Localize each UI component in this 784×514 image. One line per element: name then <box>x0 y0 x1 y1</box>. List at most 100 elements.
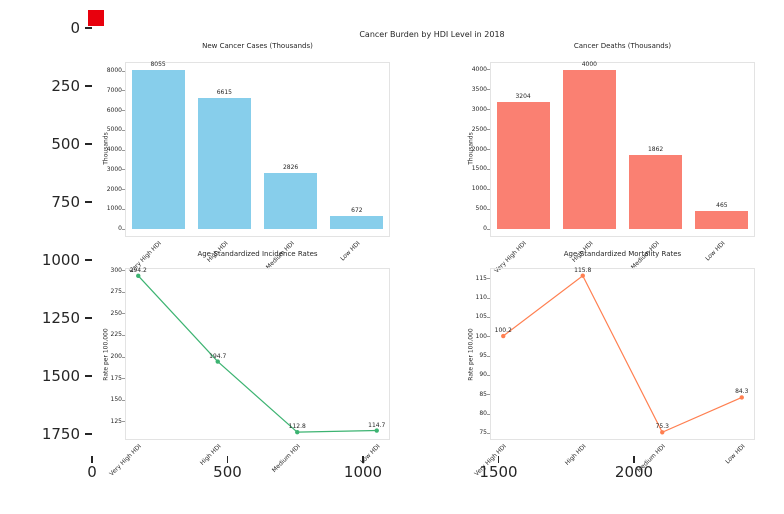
y-tick-label: 175 <box>110 374 122 382</box>
bar <box>629 154 683 230</box>
bar <box>197 98 251 230</box>
outer-x-tick-label: 2000 <box>614 463 654 481</box>
value-label: 114.7 <box>368 421 386 429</box>
y-tick-mark <box>487 394 490 396</box>
outer-x-tick-mark <box>497 456 500 463</box>
y-tick-mark <box>122 378 125 380</box>
outer-x-tick-label: 1500 <box>479 463 518 481</box>
subplot-new-cancer-cases: New Cancer Cases (Thousands) Thousands 0… <box>92 28 432 275</box>
y-tick-mark <box>487 228 490 230</box>
y-tick-label: 105 <box>475 313 487 321</box>
data-point-marker <box>501 333 506 339</box>
y-tick-label: 0 <box>118 225 122 233</box>
outer-y-tick-label: 500 <box>51 135 80 153</box>
y-tick-mark <box>487 109 490 111</box>
y-tick-label: 1000 <box>106 205 122 213</box>
y-tick-label: 80 <box>479 410 487 418</box>
y-tick-label: 4000 <box>106 146 122 154</box>
y-tick-label: 125 <box>110 417 122 425</box>
data-point-marker <box>136 273 141 279</box>
y-tick-mark <box>487 149 490 150</box>
y-tick-label: 300 <box>110 266 122 274</box>
y-tick-mark <box>487 355 490 357</box>
value-label: 8055 <box>150 60 166 68</box>
y-tick-mark <box>487 89 490 91</box>
outer-y-tick-label: 250 <box>51 77 80 95</box>
outer-y-tick-label: 750 <box>51 193 80 211</box>
outer-y-tick-label: 1250 <box>41 309 80 327</box>
y-tick-mark <box>487 374 490 376</box>
value-label: 112.8 <box>288 423 306 431</box>
y-tick-mark <box>122 421 125 423</box>
y-tick-label: 3500 <box>471 85 487 93</box>
data-point-marker <box>739 395 744 400</box>
y-tick-label: 8000 <box>106 67 122 75</box>
outer-y-tick-label: 1000 <box>41 251 80 269</box>
y-tick-mark <box>122 399 125 401</box>
bar <box>496 101 550 230</box>
value-label: 194.7 <box>209 352 227 360</box>
selection-marker <box>88 10 104 26</box>
y-tick-mark <box>487 316 490 318</box>
bar <box>695 210 749 230</box>
y-tick-mark <box>122 110 125 112</box>
outer-y-tick-mark <box>85 27 92 29</box>
outer-y-tick-label: 0 <box>70 19 80 37</box>
y-tick-mark <box>122 334 125 336</box>
data-point-marker <box>660 430 665 435</box>
y-tick-mark <box>487 129 490 131</box>
y-tick-mark <box>487 336 490 338</box>
x-tick-label-text: Medium HDI <box>271 443 303 474</box>
line-series <box>501 273 744 435</box>
y-tick-mark <box>122 70 125 72</box>
outer-y-tick-mark <box>85 317 92 319</box>
data-point-marker <box>295 429 300 435</box>
value-label: 4000 <box>581 60 598 68</box>
value-label: 2826 <box>282 164 299 172</box>
y-tick-label: 225 <box>110 331 122 339</box>
y-tick-mark <box>487 208 490 210</box>
y-tick-mark <box>487 188 490 190</box>
outer-x-tick-mark <box>91 456 93 463</box>
bar <box>264 173 318 230</box>
subplot-mortality-rates: Age-Standardized Mortality Rates Rate pe… <box>457 234 784 478</box>
value-label: 115.8 <box>574 266 592 274</box>
value-label: 84.3 <box>735 388 749 396</box>
y-tick-mark <box>487 432 490 434</box>
y-tick-label: 4000 <box>471 65 487 73</box>
value-label: 465 <box>716 201 728 209</box>
y-tick-mark <box>487 413 490 415</box>
y-tick-mark <box>122 291 125 293</box>
subplot-cancer-deaths: Cancer Deaths (Thousands) Thousands 0 500… <box>457 28 784 275</box>
y-tick-mark <box>487 69 490 71</box>
y-tick-label: 110 <box>475 294 487 302</box>
outer-y-tick-mark <box>85 433 92 435</box>
outer-x-tick-mark <box>226 456 229 463</box>
figure-title: Cancer Burden by HDI Level in 2018 <box>359 30 505 39</box>
outer-x-tick-label: 0 <box>87 463 97 481</box>
plot-area: 75 80 85 90 95 100 105 110 115 Very High HDI High … <box>474 266 755 478</box>
y-tick-label: 2000 <box>106 185 122 193</box>
bar <box>330 215 384 230</box>
data-point-marker <box>215 359 220 364</box>
outer-y-tick-mark <box>85 143 92 145</box>
y-tick-label: 0 <box>483 225 487 233</box>
y-tick-mark <box>122 189 125 191</box>
data-point-marker <box>374 428 379 433</box>
value-label: 100.2 <box>494 327 512 335</box>
y-tick-label: 75 <box>479 429 487 437</box>
outer-x-tick-mark <box>633 456 635 463</box>
y-tick-label: 7000 <box>106 86 122 94</box>
y-tick-label: 95 <box>479 352 487 360</box>
y-tick-mark <box>122 356 125 358</box>
outer-y-tick-mark <box>85 375 92 377</box>
y-tick-label: 115 <box>475 274 487 282</box>
y-tick-label: 5000 <box>106 126 122 134</box>
plot-area: 125 150 175 200 225 250 275 300 Very High HDI Hig… <box>109 267 390 478</box>
y-tick-label: 1500 <box>471 165 487 173</box>
subplot-title: Cancer Deaths (Thousands) <box>573 42 672 50</box>
plot-area: 0 1000 2000 3000 4000 5000 6000 7000 8000 Very Hi… <box>107 60 390 275</box>
outer-x-tick-label: 500 <box>213 463 242 481</box>
subplot-title: Age-Standardized Incidence Rates <box>197 250 318 258</box>
